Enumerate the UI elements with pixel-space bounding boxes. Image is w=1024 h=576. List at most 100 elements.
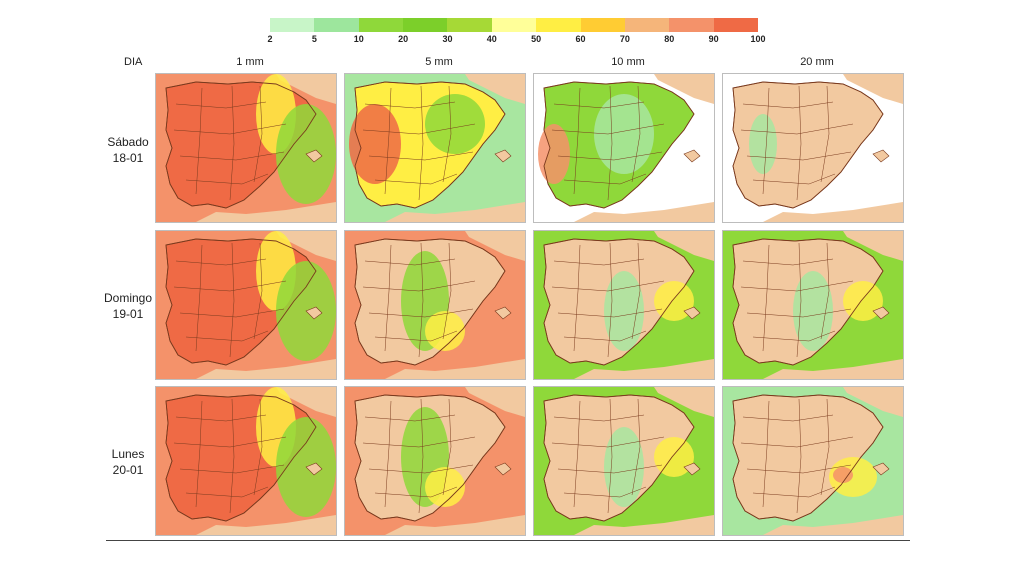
probability-area (538, 124, 570, 184)
province-border (185, 173, 269, 185)
province-border (820, 398, 830, 496)
province-border (195, 244, 203, 352)
province-border (796, 242, 802, 358)
province-border (384, 244, 392, 352)
legend-tick-label: 20 (398, 34, 409, 44)
africa-land (763, 359, 903, 379)
probability-map-panel (344, 73, 526, 223)
province-border (374, 486, 458, 498)
africa-land (763, 515, 903, 535)
balearic-islands (494, 149, 512, 163)
iberia-map (723, 74, 903, 222)
africa-land (385, 202, 525, 222)
province-border (607, 85, 613, 201)
province-border (740, 123, 854, 135)
province-border (374, 173, 458, 185)
probability-area (833, 467, 853, 483)
probability-map-panel (344, 230, 526, 380)
iberia-coast (543, 238, 695, 366)
france-land (843, 231, 903, 261)
province-border (742, 258, 834, 266)
iberia-coast (732, 238, 884, 366)
province-border (762, 244, 770, 352)
balearic-islands (683, 306, 701, 320)
dia-label: DIA (124, 56, 143, 68)
province-border (418, 85, 424, 201)
province-border (607, 242, 613, 358)
province-border (195, 400, 203, 508)
province-border (374, 330, 458, 342)
province-border (229, 85, 235, 201)
balearic-islands (305, 306, 323, 320)
province-border (752, 173, 836, 185)
iberia-coast (354, 394, 506, 522)
legend-swatch (624, 18, 670, 32)
probability-map-panel (722, 386, 904, 536)
probability-map-panel (155, 73, 337, 223)
probability-area (604, 427, 644, 507)
column-header-10mm: 10 mm (611, 56, 645, 68)
legend-swatch (491, 18, 537, 32)
province-border (185, 486, 269, 498)
province-border (173, 280, 287, 292)
balearic-islands (494, 462, 512, 476)
legend-swatch (358, 18, 404, 32)
iberia-map (156, 231, 336, 379)
bottom-divider (106, 540, 910, 541)
probability-map-panel (722, 73, 904, 223)
probability-area (425, 94, 485, 154)
france-land (276, 231, 336, 261)
iberia-map (723, 231, 903, 379)
province-border (364, 101, 456, 109)
iberia-map (723, 387, 903, 535)
province-border (742, 414, 834, 422)
province-border (631, 398, 641, 496)
province-border (418, 242, 424, 358)
province-border (253, 85, 263, 183)
france-land (843, 387, 903, 417)
province-border (740, 436, 854, 448)
province-border (796, 85, 802, 201)
balearic-islands (305, 149, 323, 163)
legend-swatch (403, 18, 448, 32)
france-land (654, 74, 714, 104)
probability-area (749, 114, 777, 174)
africa-land (385, 359, 525, 379)
iberia-coast (354, 238, 506, 366)
province-border (553, 414, 645, 422)
balearic-islands (872, 149, 890, 163)
province-border (185, 330, 269, 342)
legend-tick-label: 2 (267, 34, 273, 44)
balearic-islands (872, 306, 890, 320)
probability-map-panel (344, 386, 526, 536)
iberia-map (345, 387, 525, 535)
row-date-label: 19-01 (112, 307, 144, 321)
province-border (442, 398, 452, 496)
iberia-coast (732, 394, 884, 522)
province-border (631, 85, 641, 183)
legend-swatch (713, 18, 758, 32)
france-land (465, 231, 525, 261)
france-land (276, 74, 336, 104)
province-border (364, 258, 456, 266)
probability-area (793, 271, 833, 351)
iberia-coast (543, 394, 695, 522)
legend-tick-labels: 2 5 10 20 30 40 50 60 70 80 90 100 (267, 18, 765, 58)
legend-color-bar (270, 18, 758, 32)
row-day-label: Domingo (103, 291, 153, 305)
legend-tick-label: 60 (575, 34, 586, 44)
province-border (607, 398, 613, 514)
column-header-5mm: 5 mm (425, 56, 453, 68)
probability-area (604, 271, 644, 351)
province-border (551, 123, 665, 135)
africa-land (196, 515, 336, 535)
province-border (362, 123, 476, 135)
probability-map-panel (533, 386, 715, 536)
province-border (384, 400, 392, 508)
africa-land (196, 202, 336, 222)
province-border (362, 436, 476, 448)
africa-land (574, 202, 714, 222)
legend-tick-label: 10 (353, 34, 364, 44)
iberia-coast (165, 81, 317, 209)
province-border (175, 414, 267, 422)
